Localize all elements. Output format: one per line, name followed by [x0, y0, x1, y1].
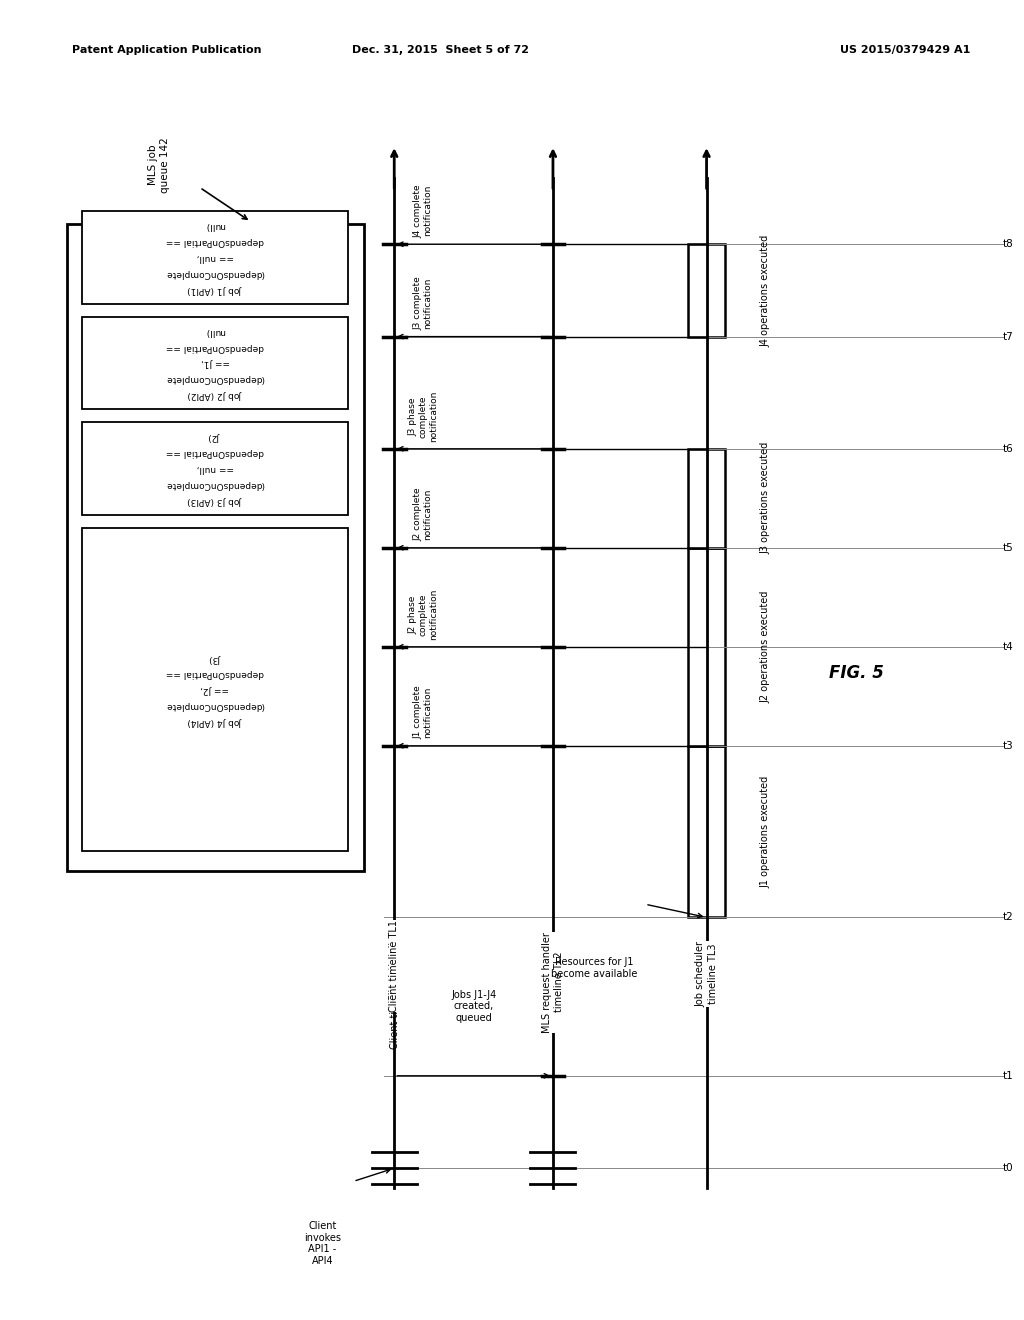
Text: J3 complete
notification: J3 complete notification — [414, 276, 432, 330]
Text: Jobs J1-J4
created,
queued: Jobs J1-J4 created, queued — [451, 990, 497, 1023]
Text: Job J4 (API4): Job J4 (API4) — [187, 717, 243, 726]
Text: J3 phase
complete
notification: J3 phase complete notification — [408, 391, 438, 442]
Text: null): null) — [205, 327, 225, 335]
Text: Client timeline TL1: Client timeline TL1 — [389, 920, 399, 1012]
Bar — [688, 548, 725, 746]
Text: t7: t7 — [1004, 331, 1014, 342]
Text: J3 operations executed: J3 operations executed — [761, 442, 771, 554]
Text: US 2015/0379429 A1: US 2015/0379429 A1 — [840, 45, 970, 55]
Text: (dependsOnComplete: (dependsOnComplete — [166, 480, 264, 488]
Bar — [82, 528, 348, 851]
Text: == J1,: == J1, — [201, 359, 229, 367]
Text: J2 phase
complete
notification: J2 phase complete notification — [408, 589, 438, 640]
Text: dependsOnPartial ==: dependsOnPartial == — [166, 238, 264, 246]
Text: MLS job
queue 142: MLS job queue 142 — [147, 137, 170, 193]
Text: t2: t2 — [1004, 912, 1014, 923]
Text: FIG. 5: FIG. 5 — [829, 664, 885, 682]
Text: dependsOnPartial ==: dependsOnPartial == — [166, 449, 264, 457]
Bar — [688, 449, 725, 548]
Bar — [82, 422, 348, 515]
Text: J2): J2) — [209, 433, 221, 441]
Bar — [688, 244, 725, 337]
Text: Dec. 31, 2015  Sheet 5 of 72: Dec. 31, 2015 Sheet 5 of 72 — [352, 45, 528, 55]
Text: J4 complete
notification: J4 complete notification — [414, 183, 432, 238]
Text: Job J3 (API3): Job J3 (API3) — [187, 496, 243, 504]
Text: Client timeline: Client timeline — [389, 927, 399, 1001]
Text: t4: t4 — [1004, 642, 1014, 652]
Bar — [82, 317, 348, 409]
Text: null): null) — [205, 222, 225, 230]
Text: (dependsOnComplete: (dependsOnComplete — [166, 375, 264, 383]
Text: J2 complete
notification: J2 complete notification — [414, 487, 432, 541]
Text: t3: t3 — [1004, 741, 1014, 751]
Text: Client timeline ͟T͟L͟1: Client timeline ͟T͟L͟1 — [389, 957, 399, 1049]
Text: dependsOnPartial ==: dependsOnPartial == — [166, 669, 264, 678]
Text: Patent Application Publication: Patent Application Publication — [72, 45, 261, 55]
Text: J1 complete
notification: J1 complete notification — [414, 685, 432, 739]
Bar — [688, 746, 725, 917]
Text: dependsOnPartial ==: dependsOnPartial == — [166, 343, 264, 351]
Text: t5: t5 — [1004, 543, 1014, 553]
Text: t8: t8 — [1004, 239, 1014, 249]
Text: Job scheduler
timeline TL3: Job scheduler timeline TL3 — [695, 941, 718, 1007]
Text: J1 operations executed: J1 operations executed — [761, 775, 771, 888]
Text: Job J1 (API1): Job J1 (API1) — [187, 285, 243, 293]
Bar — [67, 224, 364, 871]
Text: J3): J3) — [209, 653, 221, 663]
Text: == null,: == null, — [197, 253, 233, 261]
Text: MLS request handler
timeline TL2: MLS request handler timeline TL2 — [542, 932, 564, 1032]
Text: Resources for J1
become available: Resources for J1 become available — [551, 957, 637, 978]
Text: == J2,: == J2, — [201, 685, 229, 694]
Text: J4 operations executed: J4 operations executed — [761, 234, 771, 347]
Text: t6: t6 — [1004, 444, 1014, 454]
Text: t1: t1 — [1004, 1071, 1014, 1081]
Text: (dependsOnComplete: (dependsOnComplete — [166, 701, 264, 710]
Text: t0: t0 — [1004, 1163, 1014, 1173]
Text: == null,: == null, — [197, 465, 233, 473]
Bar — [82, 211, 348, 304]
Text: J2 operations executed: J2 operations executed — [761, 590, 771, 704]
Text: Job J2 (API2): Job J2 (API2) — [187, 391, 243, 399]
Text: Client
invokes
API1 -
API4: Client invokes API1 - API4 — [304, 1221, 341, 1266]
Text: (dependsOnComplete: (dependsOnComplete — [166, 269, 264, 277]
